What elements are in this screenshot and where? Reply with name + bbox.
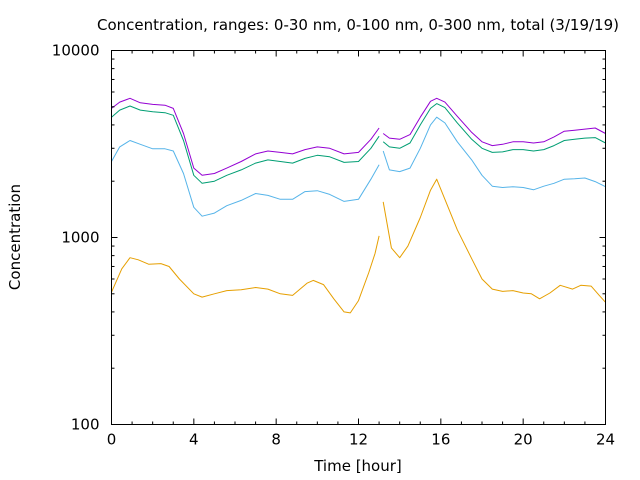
y-axis-label: Concentration — [6, 184, 24, 290]
x-tick-label: 20 — [514, 431, 533, 449]
chart-title: Concentration, ranges: 0-30 nm, 0-100 nm… — [97, 16, 619, 34]
x-tick-label: 0 — [107, 431, 117, 449]
series-line-3 — [111, 103, 606, 184]
x-tick-label: 4 — [189, 431, 199, 449]
y-tick-label: 10000 — [52, 42, 100, 60]
plot-frame — [111, 50, 606, 425]
series-line-4 — [111, 97, 606, 176]
x-tick-label: 12 — [349, 431, 368, 449]
axis-ticks: 0 4 8 12 16 20 24 100 1000 10000 — [52, 42, 615, 449]
x-tick-label: 8 — [271, 431, 281, 449]
x-tick-label: 24 — [596, 431, 615, 449]
series-line-1 — [111, 178, 606, 314]
y-tick-label: 1000 — [61, 229, 99, 247]
plot-area — [111, 97, 606, 314]
series-line-2 — [111, 116, 606, 217]
y-tick-label: 100 — [71, 416, 100, 434]
x-tick-label: 16 — [431, 431, 450, 449]
x-axis-label: Time [hour] — [313, 457, 402, 475]
